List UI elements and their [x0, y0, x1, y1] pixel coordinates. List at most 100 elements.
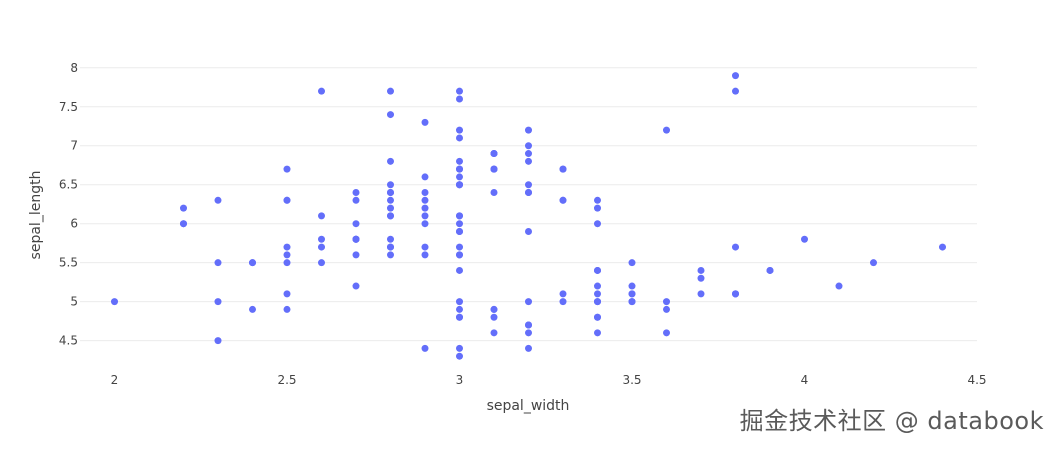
data-point[interactable]: [663, 305, 670, 313]
data-point[interactable]: [732, 72, 739, 80]
data-point[interactable]: [180, 220, 187, 228]
data-point[interactable]: [456, 266, 463, 274]
data-point[interactable]: [214, 337, 222, 345]
data-point[interactable]: [456, 227, 463, 235]
data-point[interactable]: [697, 274, 705, 282]
data-point[interactable]: [456, 87, 463, 95]
data-point[interactable]: [283, 290, 291, 298]
data-point[interactable]: [663, 298, 670, 306]
data-point[interactable]: [283, 259, 291, 267]
data-point[interactable]: [387, 157, 394, 165]
data-point[interactable]: [594, 204, 601, 212]
data-point[interactable]: [283, 243, 291, 251]
data-point[interactable]: [594, 290, 601, 298]
data-point[interactable]: [387, 189, 394, 197]
data-point[interactable]: [594, 196, 601, 204]
data-point[interactable]: [352, 220, 360, 228]
data-point[interactable]: [387, 235, 394, 243]
data-point[interactable]: [318, 243, 325, 251]
data-point[interactable]: [318, 259, 325, 267]
data-point[interactable]: [421, 344, 429, 352]
data-point[interactable]: [318, 87, 325, 95]
data-point[interactable]: [594, 298, 601, 306]
data-point[interactable]: [525, 157, 532, 165]
data-point[interactable]: [490, 150, 498, 158]
data-point[interactable]: [490, 189, 498, 197]
data-point[interactable]: [697, 266, 705, 274]
data-point[interactable]: [283, 251, 291, 259]
data-point[interactable]: [456, 352, 463, 360]
data-point[interactable]: [456, 134, 463, 142]
data-point[interactable]: [456, 212, 463, 220]
data-point[interactable]: [421, 189, 429, 197]
data-point[interactable]: [387, 251, 394, 259]
data-point[interactable]: [594, 220, 601, 228]
data-point[interactable]: [525, 298, 532, 306]
data-point[interactable]: [490, 305, 498, 313]
data-point[interactable]: [214, 298, 222, 306]
data-point[interactable]: [525, 189, 532, 197]
data-point[interactable]: [594, 266, 601, 274]
data-point[interactable]: [559, 290, 567, 298]
data-point[interactable]: [628, 298, 636, 306]
data-point[interactable]: [456, 313, 463, 321]
data-point[interactable]: [387, 196, 394, 204]
data-point[interactable]: [249, 305, 256, 313]
data-point[interactable]: [594, 313, 601, 321]
data-point[interactable]: [352, 282, 360, 290]
data-point[interactable]: [387, 204, 394, 212]
data-point[interactable]: [594, 329, 601, 337]
data-point[interactable]: [456, 157, 463, 165]
data-point[interactable]: [456, 298, 463, 306]
data-point[interactable]: [732, 290, 739, 298]
data-point[interactable]: [387, 111, 394, 119]
data-point[interactable]: [628, 259, 636, 267]
data-point[interactable]: [352, 251, 360, 259]
data-point[interactable]: [732, 87, 739, 95]
data-point[interactable]: [421, 220, 429, 228]
data-point[interactable]: [456, 243, 463, 251]
data-point[interactable]: [732, 243, 739, 251]
data-point[interactable]: [939, 243, 946, 251]
data-point[interactable]: [318, 212, 325, 220]
scatter-points[interactable]: [111, 72, 946, 360]
data-point[interactable]: [352, 196, 360, 204]
data-point[interactable]: [318, 235, 325, 243]
data-point[interactable]: [387, 87, 394, 95]
data-point[interactable]: [421, 212, 429, 220]
data-point[interactable]: [456, 95, 463, 103]
data-point[interactable]: [663, 126, 670, 134]
data-point[interactable]: [352, 189, 360, 197]
data-point[interactable]: [525, 344, 532, 352]
data-point[interactable]: [421, 251, 429, 259]
data-point[interactable]: [456, 165, 463, 173]
data-point[interactable]: [663, 329, 670, 337]
data-point[interactable]: [214, 196, 222, 204]
data-point[interactable]: [456, 251, 463, 259]
data-point[interactable]: [594, 282, 601, 290]
data-point[interactable]: [421, 243, 429, 251]
data-point[interactable]: [456, 181, 463, 189]
data-point[interactable]: [525, 181, 532, 189]
data-point[interactable]: [456, 173, 463, 181]
data-point[interactable]: [283, 165, 291, 173]
data-point[interactable]: [697, 290, 705, 298]
data-point[interactable]: [421, 204, 429, 212]
data-point[interactable]: [421, 196, 429, 204]
data-point[interactable]: [628, 282, 636, 290]
data-point[interactable]: [249, 259, 256, 267]
data-point[interactable]: [456, 220, 463, 228]
data-point[interactable]: [835, 282, 843, 290]
data-point[interactable]: [559, 196, 567, 204]
data-point[interactable]: [180, 204, 187, 212]
data-point[interactable]: [456, 344, 463, 352]
data-point[interactable]: [525, 321, 532, 329]
data-point[interactable]: [525, 150, 532, 158]
data-point[interactable]: [387, 212, 394, 220]
data-point[interactable]: [559, 298, 567, 306]
data-point[interactable]: [352, 235, 360, 243]
data-point[interactable]: [870, 259, 877, 267]
data-point[interactable]: [525, 126, 532, 134]
data-point[interactable]: [421, 118, 429, 126]
data-point[interactable]: [559, 165, 567, 173]
